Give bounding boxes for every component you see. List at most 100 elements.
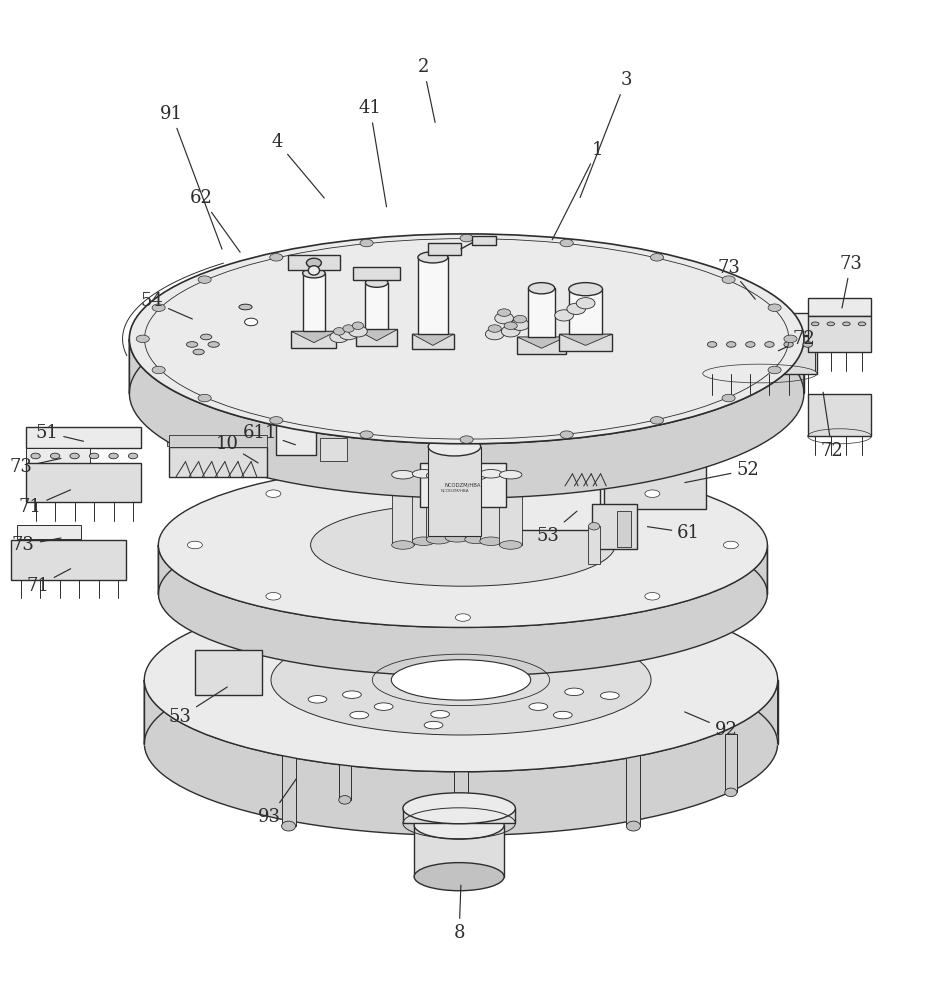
Ellipse shape: [187, 541, 202, 549]
Ellipse shape: [768, 366, 781, 374]
Bar: [291, 331, 336, 348]
Ellipse shape: [811, 322, 818, 326]
Polygon shape: [414, 825, 504, 877]
Ellipse shape: [494, 313, 513, 324]
Polygon shape: [402, 808, 515, 823]
Bar: [356, 329, 397, 346]
Ellipse shape: [783, 335, 797, 343]
Ellipse shape: [553, 711, 572, 719]
Ellipse shape: [566, 303, 585, 314]
Bar: [353, 267, 400, 280]
Polygon shape: [356, 329, 397, 341]
Polygon shape: [129, 339, 803, 498]
Ellipse shape: [650, 254, 663, 261]
Ellipse shape: [239, 304, 252, 310]
Ellipse shape: [625, 821, 640, 831]
Text: 3: 3: [579, 71, 631, 198]
Bar: [513, 476, 599, 530]
Ellipse shape: [554, 310, 573, 321]
Bar: [428, 243, 461, 255]
Ellipse shape: [568, 283, 602, 296]
Text: 1: 1: [551, 141, 603, 240]
Bar: [568, 289, 602, 334]
Ellipse shape: [348, 326, 367, 337]
Ellipse shape: [600, 692, 619, 699]
Ellipse shape: [270, 254, 283, 261]
Ellipse shape: [857, 322, 865, 326]
Ellipse shape: [144, 588, 777, 772]
Ellipse shape: [485, 329, 504, 340]
Ellipse shape: [564, 688, 583, 696]
Bar: [807, 298, 870, 316]
Ellipse shape: [528, 283, 554, 294]
Ellipse shape: [725, 342, 735, 347]
Ellipse shape: [129, 234, 803, 444]
Ellipse shape: [431, 711, 449, 718]
Bar: [517, 337, 565, 354]
Ellipse shape: [31, 453, 40, 459]
Polygon shape: [479, 474, 502, 541]
Bar: [17, 525, 80, 539]
Bar: [559, 334, 611, 351]
Text: 10: 10: [215, 435, 257, 463]
Polygon shape: [517, 337, 565, 348]
Ellipse shape: [504, 322, 517, 329]
Text: 71: 71: [19, 490, 70, 516]
Polygon shape: [412, 474, 434, 541]
Text: 73: 73: [717, 259, 754, 299]
Ellipse shape: [479, 469, 502, 478]
Text: 92: 92: [684, 712, 737, 739]
Ellipse shape: [391, 660, 530, 700]
Ellipse shape: [266, 593, 281, 600]
Ellipse shape: [499, 541, 521, 549]
Ellipse shape: [764, 342, 773, 347]
Ellipse shape: [70, 453, 80, 459]
Ellipse shape: [109, 453, 118, 459]
Bar: [26, 463, 140, 502]
Bar: [11, 540, 125, 580]
Polygon shape: [144, 680, 777, 835]
Ellipse shape: [158, 463, 767, 627]
Ellipse shape: [560, 239, 573, 247]
Bar: [453, 744, 467, 830]
Ellipse shape: [513, 315, 526, 323]
Ellipse shape: [724, 788, 736, 797]
Ellipse shape: [391, 470, 414, 479]
Ellipse shape: [417, 252, 447, 263]
Bar: [167, 416, 277, 436]
Ellipse shape: [644, 490, 659, 497]
Ellipse shape: [152, 304, 165, 311]
Ellipse shape: [510, 319, 529, 330]
Text: 53: 53: [536, 511, 577, 545]
Ellipse shape: [266, 490, 281, 497]
Ellipse shape: [428, 437, 480, 456]
Bar: [287, 255, 340, 270]
Ellipse shape: [193, 349, 204, 355]
Bar: [592, 504, 636, 549]
Bar: [550, 397, 569, 411]
Ellipse shape: [826, 322, 834, 326]
Ellipse shape: [333, 328, 344, 335]
Ellipse shape: [460, 436, 473, 443]
Ellipse shape: [200, 334, 212, 340]
Ellipse shape: [841, 322, 849, 326]
Text: NCODZM/HBA: NCODZM/HBA: [445, 483, 480, 488]
Ellipse shape: [152, 366, 165, 374]
Text: 73: 73: [9, 458, 61, 476]
Bar: [365, 283, 388, 329]
Ellipse shape: [359, 431, 373, 438]
Ellipse shape: [412, 537, 434, 546]
Ellipse shape: [373, 703, 392, 710]
Ellipse shape: [460, 234, 473, 242]
Bar: [281, 744, 296, 826]
Ellipse shape: [722, 394, 735, 402]
Ellipse shape: [723, 541, 738, 549]
Bar: [604, 444, 705, 509]
Polygon shape: [445, 477, 469, 537]
Ellipse shape: [343, 691, 361, 698]
Ellipse shape: [454, 825, 468, 835]
Ellipse shape: [455, 614, 470, 621]
Ellipse shape: [802, 342, 812, 347]
Text: 73: 73: [839, 255, 861, 308]
Text: 91: 91: [160, 105, 222, 249]
